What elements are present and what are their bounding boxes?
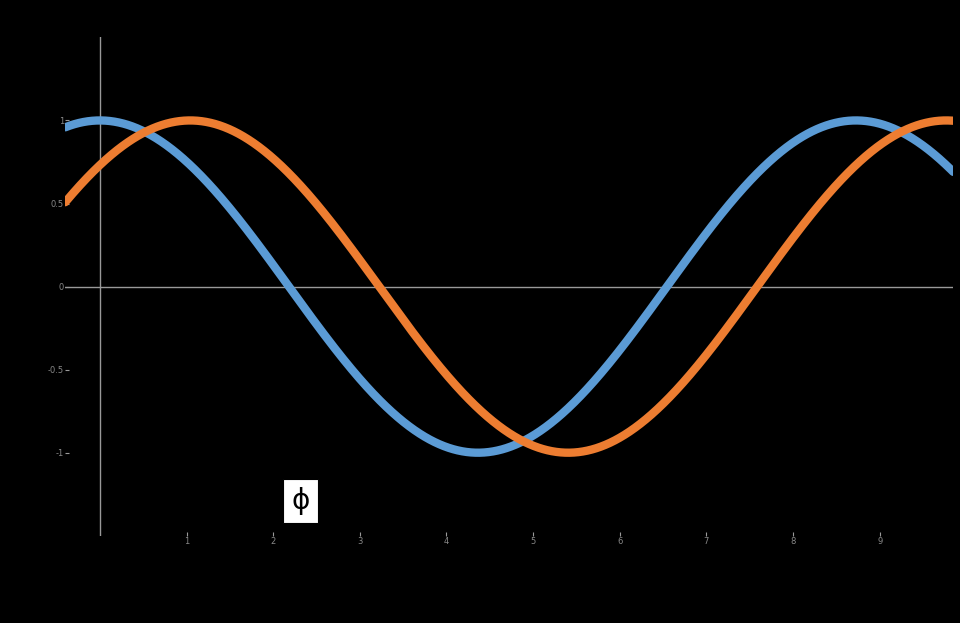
- Text: ϕ: ϕ: [292, 487, 310, 515]
